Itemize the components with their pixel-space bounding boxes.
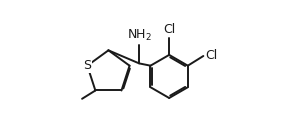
- Text: Cl: Cl: [163, 23, 175, 36]
- Text: S: S: [83, 59, 91, 72]
- Text: NH$_2$: NH$_2$: [127, 28, 152, 43]
- Text: Cl: Cl: [205, 49, 218, 62]
